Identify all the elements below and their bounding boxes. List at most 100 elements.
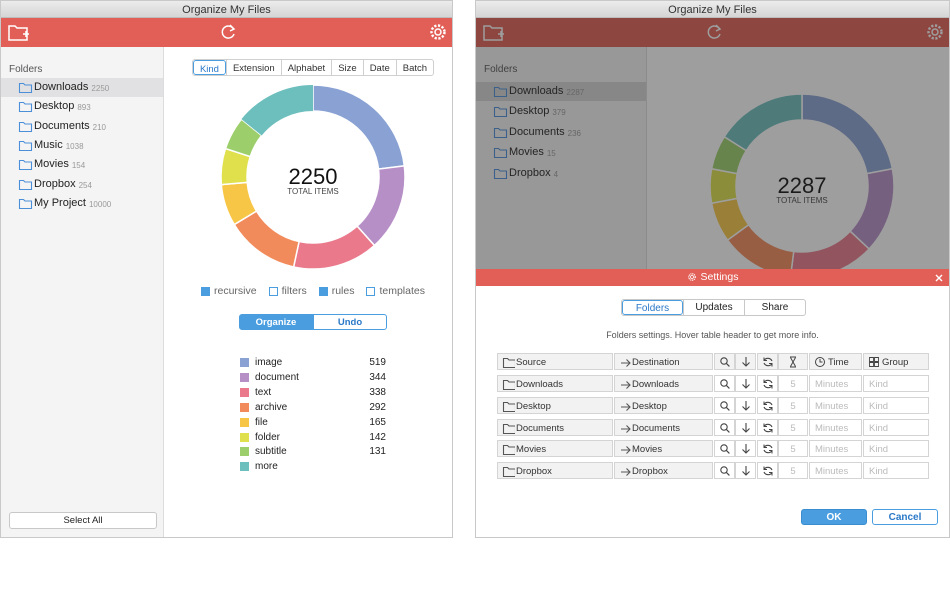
- legend-value: 344: [369, 371, 386, 383]
- settings-title: Settings: [700, 271, 739, 283]
- tab[interactable]: Alphabet: [280, 60, 332, 75]
- settings-tab[interactable]: Share: [744, 300, 805, 315]
- refresh-icon: [707, 24, 721, 39]
- table-cell: 5: [778, 462, 808, 480]
- options-row: recursive filters rules templates: [201, 285, 425, 297]
- donut-slice: [224, 118, 263, 158]
- group-by: Kind: [869, 466, 889, 478]
- close-icon[interactable]: [935, 274, 943, 282]
- legend-value: 338: [369, 386, 386, 398]
- table-header-cell: [757, 353, 778, 370]
- down-icon[interactable]: [740, 443, 752, 455]
- folder-row[interactable]: Documents 210: [1, 117, 163, 136]
- refresh-icon: [221, 24, 235, 39]
- window-title: Organize My Files: [182, 4, 271, 16]
- folder-name: Movies: [509, 146, 544, 159]
- cycle-icon[interactable]: [762, 443, 774, 455]
- settings-title-group: Settings: [476, 272, 949, 283]
- cycle-icon[interactable]: [762, 378, 774, 390]
- down-icon[interactable]: [740, 422, 752, 434]
- table-cell: Dropbox: [614, 462, 713, 480]
- table-cell: [714, 396, 735, 414]
- table-cell: [735, 440, 756, 458]
- total-label: TOTAL ITEMS: [287, 187, 339, 196]
- folderPlus-icon: [8, 25, 29, 41]
- folder-icon: [18, 121, 33, 132]
- search-icon[interactable]: [719, 443, 731, 455]
- folder-row[interactable]: Desktop 379: [476, 102, 646, 121]
- legend-label: file: [255, 416, 268, 428]
- organize-button[interactable]: Organize: [239, 314, 313, 330]
- undo-button[interactable]: Undo: [313, 314, 387, 330]
- checkbox[interactable]: [201, 286, 210, 296]
- table-cell: [757, 375, 778, 392]
- folder-row[interactable]: Movies 15: [476, 143, 646, 162]
- search-icon[interactable]: [719, 400, 731, 412]
- settings-header: Settings: [476, 269, 949, 286]
- folder-icon: [18, 160, 33, 171]
- folder-icon: [502, 423, 515, 434]
- table-cell: [735, 396, 756, 414]
- table-cell: Dropbox: [497, 462, 613, 480]
- option[interactable]: templates: [366, 285, 425, 297]
- down-icon[interactable]: [740, 378, 752, 390]
- settings-tab[interactable]: Folders: [622, 300, 683, 315]
- gear-icon: [687, 273, 696, 281]
- folder-row[interactable]: Music 1038: [1, 136, 163, 155]
- checkbox[interactable]: [366, 286, 376, 296]
- checkbox[interactable]: [318, 286, 328, 296]
- cycle-icon[interactable]: [762, 422, 774, 434]
- tab[interactable]: Size: [331, 60, 362, 75]
- checkbox[interactable]: [268, 286, 278, 296]
- search-icon[interactable]: [719, 465, 731, 477]
- ok-button[interactable]: OK: [801, 509, 867, 525]
- tab-bar: Kind Extension Alphabet Size Date Batch: [191, 59, 435, 76]
- folder-icon: [18, 179, 33, 190]
- table-header-cell: Time: [809, 353, 862, 370]
- folder-count: 893: [77, 103, 91, 113]
- tab[interactable]: Batch: [395, 60, 433, 75]
- interval-value: 5: [790, 400, 796, 412]
- interval-unit: Minutes: [815, 379, 849, 390]
- folder-row[interactable]: Desktop 893: [1, 97, 163, 116]
- app-window: Organize My Files Folders Downloads 2250 Des…: [0, 0, 453, 538]
- table-cell: [757, 418, 778, 436]
- cycle-icon[interactable]: [762, 465, 774, 477]
- arrow-icon: [621, 402, 631, 411]
- arrow-icon: [621, 468, 631, 477]
- search-icon[interactable]: [719, 422, 731, 434]
- folderPlus-icon: [483, 25, 504, 41]
- legend-label: document: [255, 371, 299, 383]
- cycle-icon[interactable]: [762, 400, 774, 412]
- option[interactable]: filters: [268, 285, 307, 297]
- search-icon[interactable]: [719, 378, 731, 390]
- table-header-cell: Group: [863, 353, 929, 370]
- destination-folder: Dropbox: [632, 466, 668, 478]
- folder-icon: [493, 168, 508, 179]
- tab[interactable]: Extension: [225, 60, 281, 75]
- legend-label: image: [255, 357, 283, 368]
- select-all-button[interactable]: Select All: [9, 512, 157, 529]
- tab[interactable]: Kind: [192, 60, 226, 75]
- tab[interactable]: Date: [362, 60, 396, 75]
- settings-tab[interactable]: Updates: [683, 300, 744, 315]
- cancel-button[interactable]: Cancel: [872, 509, 938, 525]
- search-icon: [720, 357, 730, 367]
- folder-row[interactable]: Downloads 2287: [476, 82, 646, 101]
- folder-row[interactable]: My Project 10000: [1, 194, 163, 213]
- table-cell: Minutes: [809, 396, 862, 414]
- folder-row[interactable]: Movies 154: [1, 155, 163, 174]
- table-cell: Kind: [863, 462, 929, 480]
- option[interactable]: rules: [318, 285, 354, 297]
- folder-count: 2250: [91, 84, 110, 93]
- table-cell: [714, 462, 735, 480]
- table-cell: Downloads: [497, 375, 613, 392]
- legend-label: folder: [255, 431, 281, 443]
- folder-row[interactable]: Dropbox 254: [1, 175, 163, 194]
- folder-row[interactable]: Documents 236: [476, 123, 646, 142]
- down-icon[interactable]: [740, 400, 752, 412]
- down-icon[interactable]: [740, 465, 752, 477]
- folder-row[interactable]: Dropbox 4: [476, 164, 646, 183]
- folder-row[interactable]: Downloads 2250: [1, 78, 163, 97]
- option[interactable]: recursive: [201, 285, 257, 297]
